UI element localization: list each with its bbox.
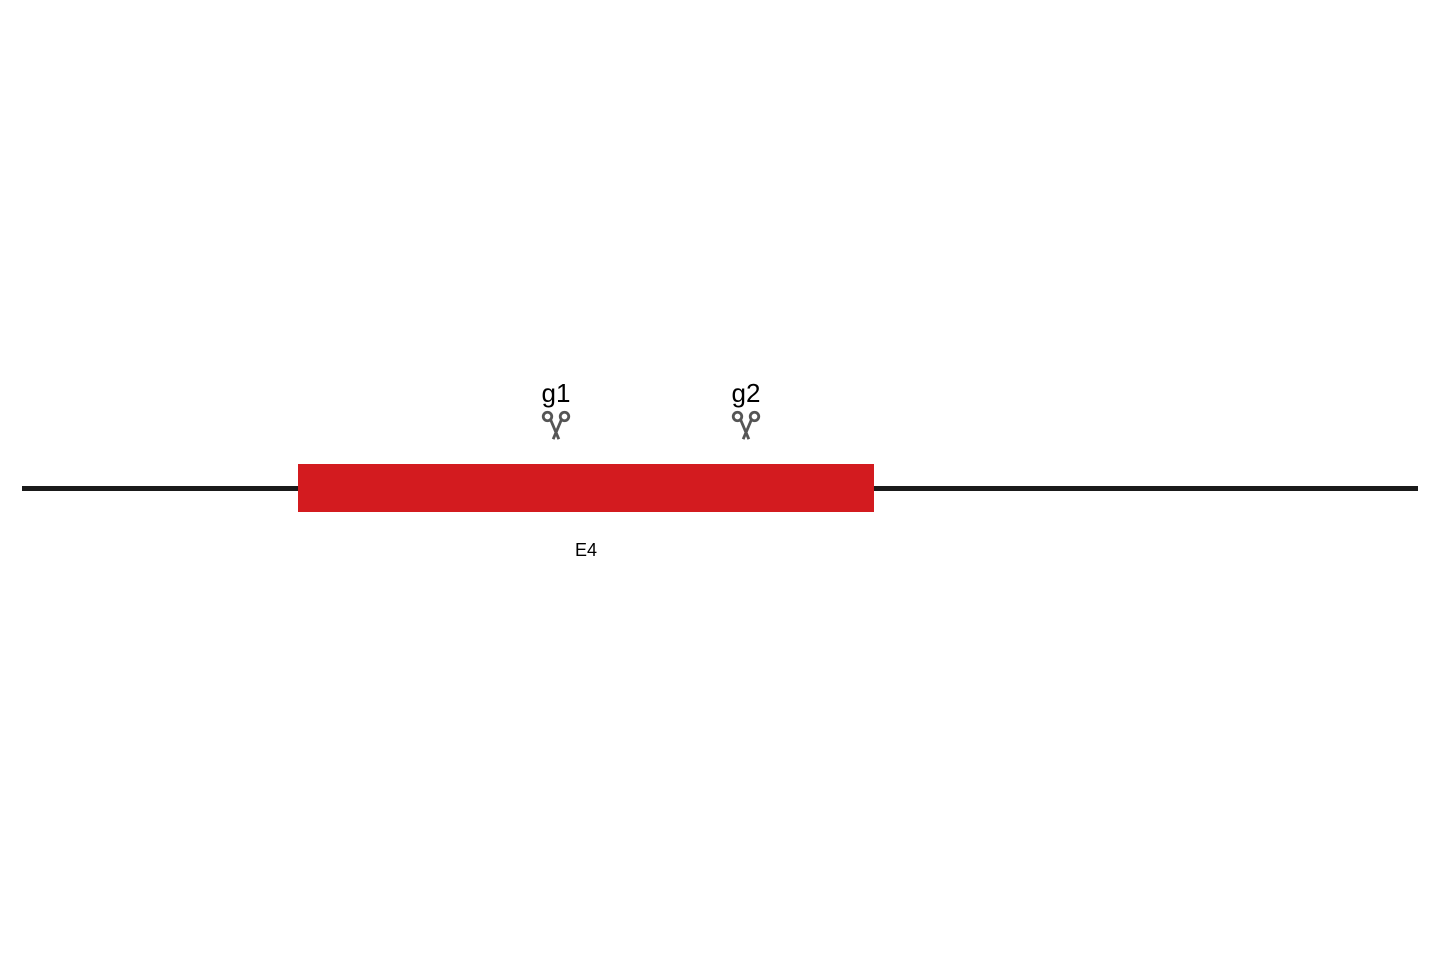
scissors-icon	[539, 408, 573, 447]
intron-line-left	[22, 486, 298, 491]
cut-site-label-g2: g2	[732, 378, 761, 409]
exon-label: E4	[575, 540, 597, 561]
scissors-icon	[729, 408, 763, 447]
intron-line-right	[874, 486, 1418, 491]
cut-site-label-g1: g1	[542, 378, 571, 409]
exon-box	[298, 464, 874, 512]
gene-diagram: E4 g1 g2	[0, 0, 1440, 960]
